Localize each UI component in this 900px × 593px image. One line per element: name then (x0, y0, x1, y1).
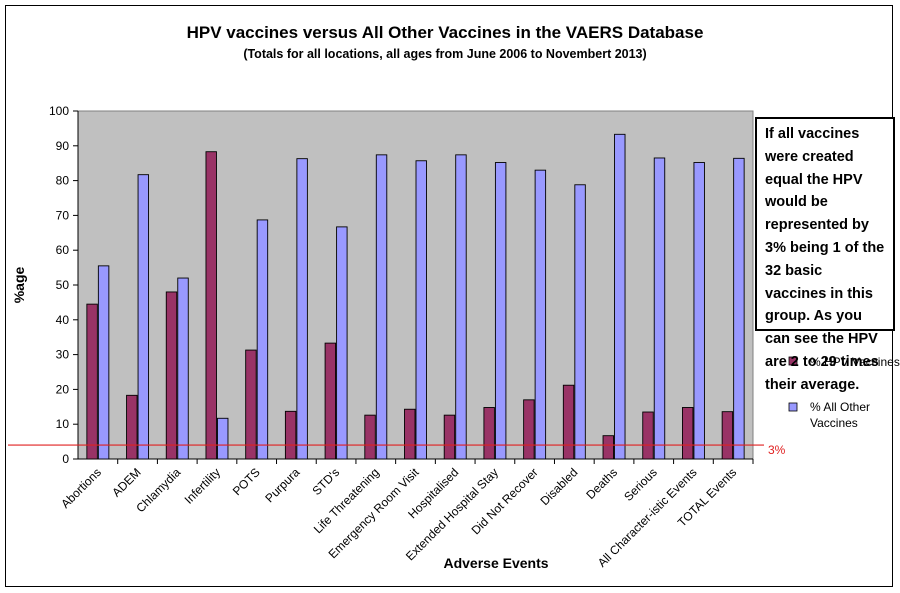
bar-hpv (364, 414, 376, 460)
bar-hpv (165, 291, 178, 460)
legend-label-hpv: % HPV Vaccines (810, 355, 900, 369)
bar-other (534, 169, 547, 460)
bar-hpv (284, 410, 297, 460)
x-category-label: Serious (621, 465, 660, 504)
y-tick-label: 50 (56, 278, 70, 292)
bar-other (177, 277, 189, 460)
legend-label-other-line2: Vaccines (810, 416, 858, 430)
bar-other (137, 174, 150, 460)
legend: % HPV Vaccines % All Other Vaccines (788, 355, 900, 430)
bar-other (614, 133, 626, 460)
bar-other (296, 158, 308, 460)
y-tick-label: 0 (62, 452, 69, 466)
plot-area (77, 110, 754, 460)
x-category-label: Abortions (58, 465, 104, 511)
bar-other (574, 184, 586, 460)
bar-hpv (205, 151, 217, 460)
bar-other (653, 157, 666, 460)
y-axis: 0 10 20 30 40 50 60 70 80 90 100 (49, 104, 753, 466)
y-tick-label: 30 (56, 348, 70, 362)
bar-other (97, 265, 110, 460)
annotation-text: If all vaccines were created equal the H… (765, 126, 885, 393)
y-tick-label: 10 (56, 417, 70, 431)
bar-hpv (324, 342, 337, 460)
y-axis-title: %age (11, 267, 27, 304)
x-category-label: Disabled (538, 465, 581, 508)
bars-group (86, 133, 745, 460)
bar-hpv (681, 407, 694, 460)
legend-swatch-hpv (788, 356, 798, 366)
y-tick-label: 80 (56, 174, 70, 188)
bar-other (415, 160, 427, 460)
x-axis-title: Adverse Events (443, 555, 548, 571)
bar-hpv (483, 407, 495, 460)
annotation-box: If all vaccines were created equal the H… (755, 117, 895, 393)
x-category-label: POTS (230, 465, 263, 498)
chart-subtitle: (Totals for all locations, all ages from… (243, 47, 646, 61)
x-category-label: ADEM (109, 465, 143, 499)
legend-label-other: % All Other Vaccines (810, 400, 870, 430)
y-tick-label: 70 (56, 208, 70, 222)
x-category-label: Infertility (182, 465, 223, 506)
bar-hpv (642, 411, 654, 460)
bar-hpv (126, 394, 138, 460)
bar-other (733, 157, 745, 460)
reference-line-label: 3% (768, 443, 786, 457)
bar-other (336, 226, 348, 460)
y-tick-label: 90 (56, 139, 70, 153)
x-category-label: Purpura (262, 465, 302, 505)
bar-other (455, 154, 467, 460)
bar-other (217, 417, 229, 460)
bar-hpv (523, 399, 535, 460)
x-category-label: STD's (309, 465, 342, 498)
bar-other (693, 162, 705, 460)
bar-other (494, 162, 507, 460)
bar-hpv (562, 384, 575, 460)
y-tick-label: 100 (49, 104, 69, 118)
bar-hpv (721, 411, 734, 460)
bar-other (256, 219, 269, 460)
y-tick-label: 40 (56, 313, 70, 327)
y-tick-label: 60 (56, 243, 70, 257)
bar-hpv (245, 349, 257, 460)
bar-hpv (443, 414, 456, 460)
bar-hpv (86, 303, 98, 460)
bar-hpv (602, 435, 614, 460)
legend-swatch-other (788, 402, 798, 412)
x-category-label: Deaths (583, 465, 620, 502)
bar-hpv (404, 408, 416, 460)
y-tick-label: 20 (56, 382, 70, 396)
legend-label-other-line1: % All Other (810, 400, 870, 414)
chart-title: HPV vaccines versus All Other Vaccines i… (187, 23, 704, 42)
bar-other (375, 154, 388, 460)
